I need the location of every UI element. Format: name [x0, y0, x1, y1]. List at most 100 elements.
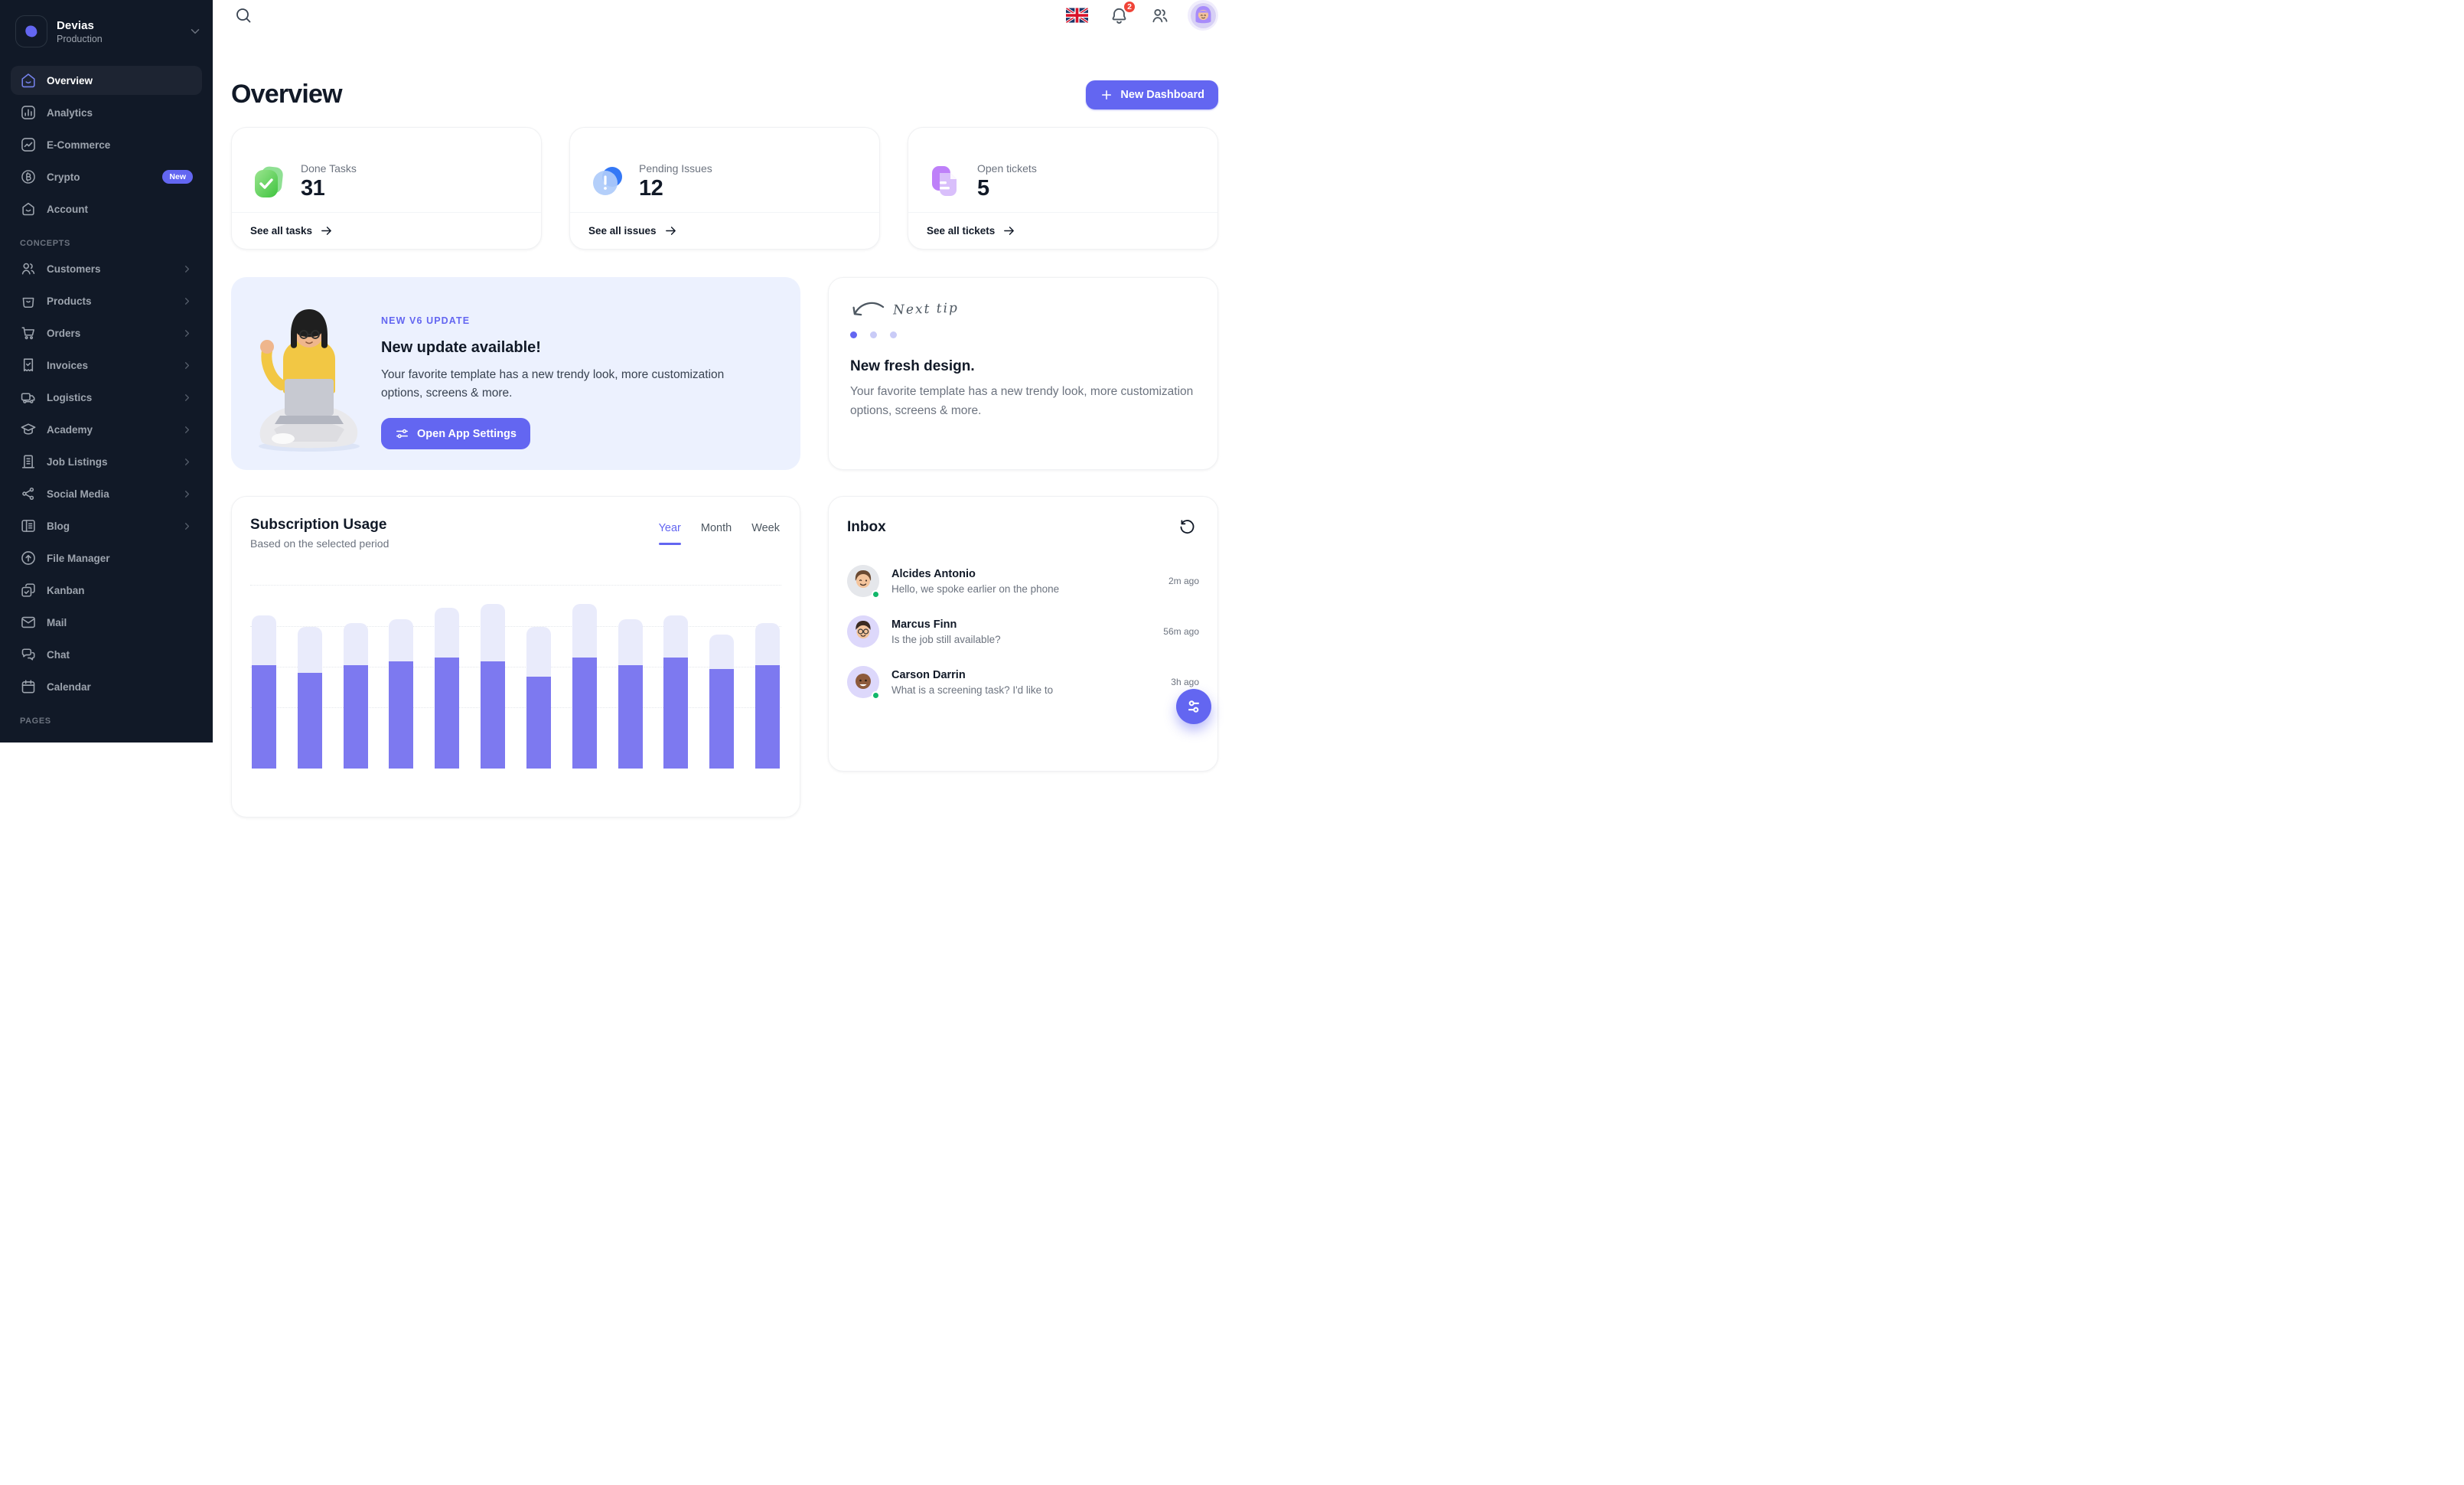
chart-bar-track [435, 608, 460, 769]
inbox-message-alcides[interactable]: Alcides Antonio Hello, we spoke earlier … [847, 556, 1199, 606]
sidebar: Devias Production Overview Analytics E-C… [0, 0, 213, 742]
chevron-right-icon [181, 456, 193, 468]
notifications-button[interactable]: 2 [1107, 0, 1136, 28]
inbox-message-marcus[interactable]: Marcus Finn Is the job still available? … [847, 606, 1199, 657]
chart-bar-fill [435, 658, 460, 769]
tip-header: Next tip [850, 298, 1196, 321]
inbox-header: Inbox [847, 515, 1199, 539]
refresh-button[interactable] [1175, 515, 1199, 539]
stat-body: Open tickets 5 [908, 128, 1217, 212]
subscription-usage-card: Subscription Usage Based on the selected… [231, 496, 800, 818]
sidebar-item-crypto[interactable]: Crypto New [11, 162, 202, 191]
see-all-tasks-link[interactable]: See all tasks [232, 212, 541, 249]
sidebar-item-customers[interactable]: Customers [11, 254, 202, 283]
message-time: 2m ago [1168, 576, 1199, 586]
search-button[interactable] [231, 3, 256, 28]
middle-row: NEW V6 UPDATE New update available! Your… [231, 277, 1218, 470]
sidebar-item-label: Account [47, 203, 88, 215]
layout-icon [20, 517, 37, 534]
sidebar-item-account[interactable]: Account [11, 194, 202, 224]
inbox-message-carson[interactable]: Carson Darrin What is a screening task? … [847, 657, 1199, 707]
chart-bars [250, 581, 781, 769]
sidebar-item-job-listings[interactable]: Job Listings [11, 447, 202, 476]
sidebar-item-ecommerce[interactable]: E-Commerce [11, 130, 202, 159]
tab-year[interactable]: Year [658, 522, 682, 545]
next-tip-label: Next tip [892, 300, 960, 318]
banner-text-block: NEW V6 UPDATE New update available! Your… [231, 277, 800, 450]
workspace-switcher[interactable]: Devias Production [0, 0, 213, 60]
sidebar-item-label: Crypto [47, 171, 80, 183]
pending-issues-card: Pending Issues 12 See all issues [569, 127, 880, 250]
message-time: 56m ago [1163, 626, 1199, 637]
arrow-right-icon [1002, 224, 1015, 237]
user-avatar[interactable] [1188, 0, 1218, 31]
search-icon [234, 6, 253, 24]
sidebar-item-label: E-Commerce [47, 139, 111, 151]
tab-month[interactable]: Month [700, 522, 732, 534]
sidebar-item-orders[interactable]: Orders [11, 318, 202, 348]
chart-bar-fill [709, 669, 735, 769]
stat-label: Open tickets [977, 162, 1037, 175]
sidebar-item-logistics[interactable]: Logistics [11, 383, 202, 412]
sidebar-item-academy[interactable]: Academy [11, 415, 202, 444]
see-all-tickets-link[interactable]: See all tickets [908, 212, 1217, 249]
dot-active[interactable] [850, 331, 857, 338]
avatar [847, 615, 879, 648]
bitcoin-icon [20, 168, 37, 185]
sidebar-item-label: Social Media [47, 488, 109, 500]
stat-value: 12 [639, 175, 663, 201]
inbox-title: Inbox [847, 518, 886, 535]
gridline [250, 707, 781, 708]
sidebar-item-overview[interactable]: Overview [11, 66, 202, 95]
sidebar-item-mail[interactable]: Mail [11, 608, 202, 637]
language-button[interactable] [1063, 5, 1091, 26]
chat-icon [20, 646, 37, 663]
see-all-issues-link[interactable]: See all issues [570, 212, 879, 249]
notification-count-badge: 2 [1123, 0, 1136, 14]
sidebar-item-analytics[interactable]: Analytics [11, 98, 202, 127]
sidebar-item-chat[interactable]: Chat [11, 640, 202, 669]
sender-name: Marcus Finn [891, 618, 957, 631]
sidebar-item-label: Invoices [47, 359, 89, 371]
sender-name: Alcides Antonio [891, 567, 976, 580]
chart-bar-track [755, 623, 780, 769]
dot[interactable] [870, 331, 877, 338]
home-smile-icon [20, 201, 37, 217]
app-settings-fab[interactable] [1176, 689, 1211, 724]
avatar [847, 565, 880, 599]
update-banner-card: NEW V6 UPDATE New update available! Your… [231, 277, 800, 470]
stat-value: 5 [977, 175, 989, 201]
open-app-settings-button[interactable]: Open App Settings [381, 418, 530, 450]
stats-row: Done Tasks 31 See all tasks Pending Issu… [231, 127, 1218, 250]
bottom-row: Subscription Usage Based on the selected… [231, 496, 1218, 818]
sidebar-item-file-manager[interactable]: File Manager [11, 543, 202, 573]
message-preview: Is the job still available? [891, 633, 1001, 645]
tab-week[interactable]: Week [751, 522, 780, 534]
page-header: Overview New Dashboard [231, 80, 1218, 109]
online-indicator [872, 590, 880, 599]
line-chart-icon [20, 136, 37, 153]
sidebar-item-label: Orders [47, 327, 81, 339]
tip-title: New fresh design. [850, 358, 975, 374]
chart-title: Subscription Usage [250, 517, 387, 533]
sidebar-item-calendar[interactable]: Calendar [11, 672, 202, 701]
sidebar-item-blog[interactable]: Blog [11, 511, 202, 540]
arrow-right-icon [664, 224, 677, 237]
chevron-right-icon [181, 360, 193, 371]
tip-pagination-dots[interactable] [850, 331, 1196, 338]
sidebar-item-social-media[interactable]: Social Media [11, 479, 202, 508]
message-preview: Hello, we spoke earlier on the phone [891, 583, 1060, 595]
sidebar-item-products[interactable]: Products [11, 286, 202, 315]
page-content: Overview New Dashboard Done Tasks 31 [213, 31, 1232, 818]
sidebar-item-label: Blog [47, 520, 70, 532]
contacts-button[interactable] [1147, 3, 1172, 28]
dot[interactable] [890, 331, 897, 338]
inbox-card: Inbox Alcides Antonio [828, 496, 1218, 772]
shopping-cart-icon [20, 325, 37, 341]
sidebar-item-invoices[interactable]: Invoices [11, 351, 202, 380]
chart-bar-fill [389, 661, 414, 769]
calendar-icon [20, 678, 37, 695]
sidebar-item-kanban[interactable]: Kanban [11, 576, 202, 605]
new-dashboard-button[interactable]: New Dashboard [1086, 80, 1218, 109]
chart-bar-track [709, 635, 735, 769]
